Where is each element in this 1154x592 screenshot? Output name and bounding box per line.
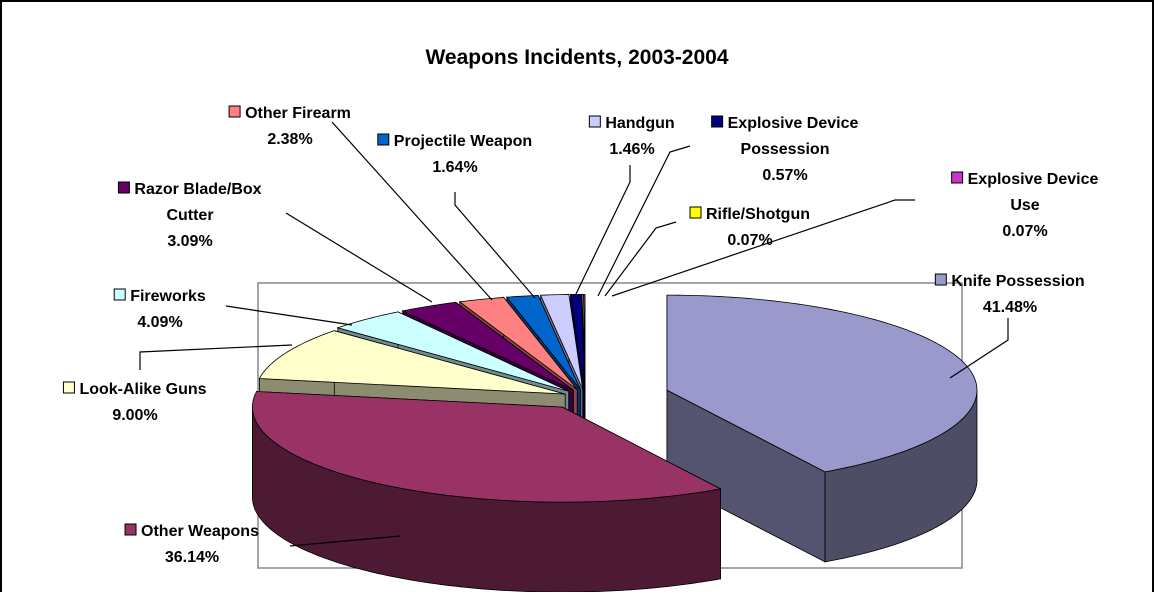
slice [506, 294, 581, 390]
slice [252, 391, 722, 503]
value-label: 36.14% [165, 549, 219, 566]
value-label: 9.00% [112, 407, 157, 424]
leader-line [225, 305, 353, 326]
leader-line [285, 212, 433, 303]
leader-line [331, 121, 493, 301]
category-label: Razor Blade/Box Cutter [134, 181, 261, 224]
leader-line [949, 318, 1009, 379]
category-label: Fireworks [130, 288, 206, 305]
pie [252, 293, 978, 592]
legend-key [711, 115, 724, 128]
legend-key [113, 288, 126, 301]
legend-key [934, 273, 947, 286]
leader-line [454, 192, 536, 299]
slice [401, 301, 574, 391]
legend-key [377, 133, 390, 146]
category-label: Look-Alike Guns [79, 381, 206, 398]
legend-key [228, 105, 241, 118]
legend-key [951, 171, 964, 184]
legend-key [588, 115, 601, 128]
slice [458, 297, 578, 391]
slice [581, 293, 586, 390]
labels: Knife Possession 41.48% Other Weapons 36.14… [62, 105, 1099, 566]
leader-line [139, 344, 293, 370]
category-label: Rifle/Shotgun [706, 206, 810, 223]
slice [258, 330, 566, 395]
slice [336, 311, 569, 392]
category-label: Projectile Weapon [394, 133, 532, 150]
legend-key [62, 381, 75, 394]
category-label: Other Firearm [245, 105, 351, 122]
leader-line [597, 145, 691, 297]
value-label: 0.07% [1002, 223, 1047, 240]
value-label: 1.46% [609, 141, 654, 158]
category-label: Explosive Device Use [968, 171, 1099, 214]
leader-line [604, 221, 677, 297]
leader-line [289, 535, 401, 547]
leader-line [611, 199, 915, 297]
leader-line [574, 165, 631, 297]
chart-title: Weapons Incidents, 2003-2004 [425, 46, 728, 69]
value-label: 0.57% [762, 167, 807, 184]
slice [539, 294, 584, 390]
value-label: 3.09% [167, 233, 212, 250]
value-label: 4.09% [137, 314, 182, 331]
slice [666, 294, 978, 473]
value-label: 41.48% [983, 299, 1037, 316]
category-label: Handgun [605, 115, 674, 132]
legend-key [117, 181, 130, 194]
value-label: 1.64% [432, 159, 477, 176]
legend-key [124, 523, 137, 536]
value-label: 0.07% [727, 232, 772, 249]
category-label: Other Weapons [141, 523, 259, 540]
value-label: 2.38% [267, 131, 312, 148]
category-label: Knife Possession [951, 273, 1084, 290]
category-label: Explosive Device Possession [728, 115, 859, 158]
legend-key [689, 206, 702, 219]
